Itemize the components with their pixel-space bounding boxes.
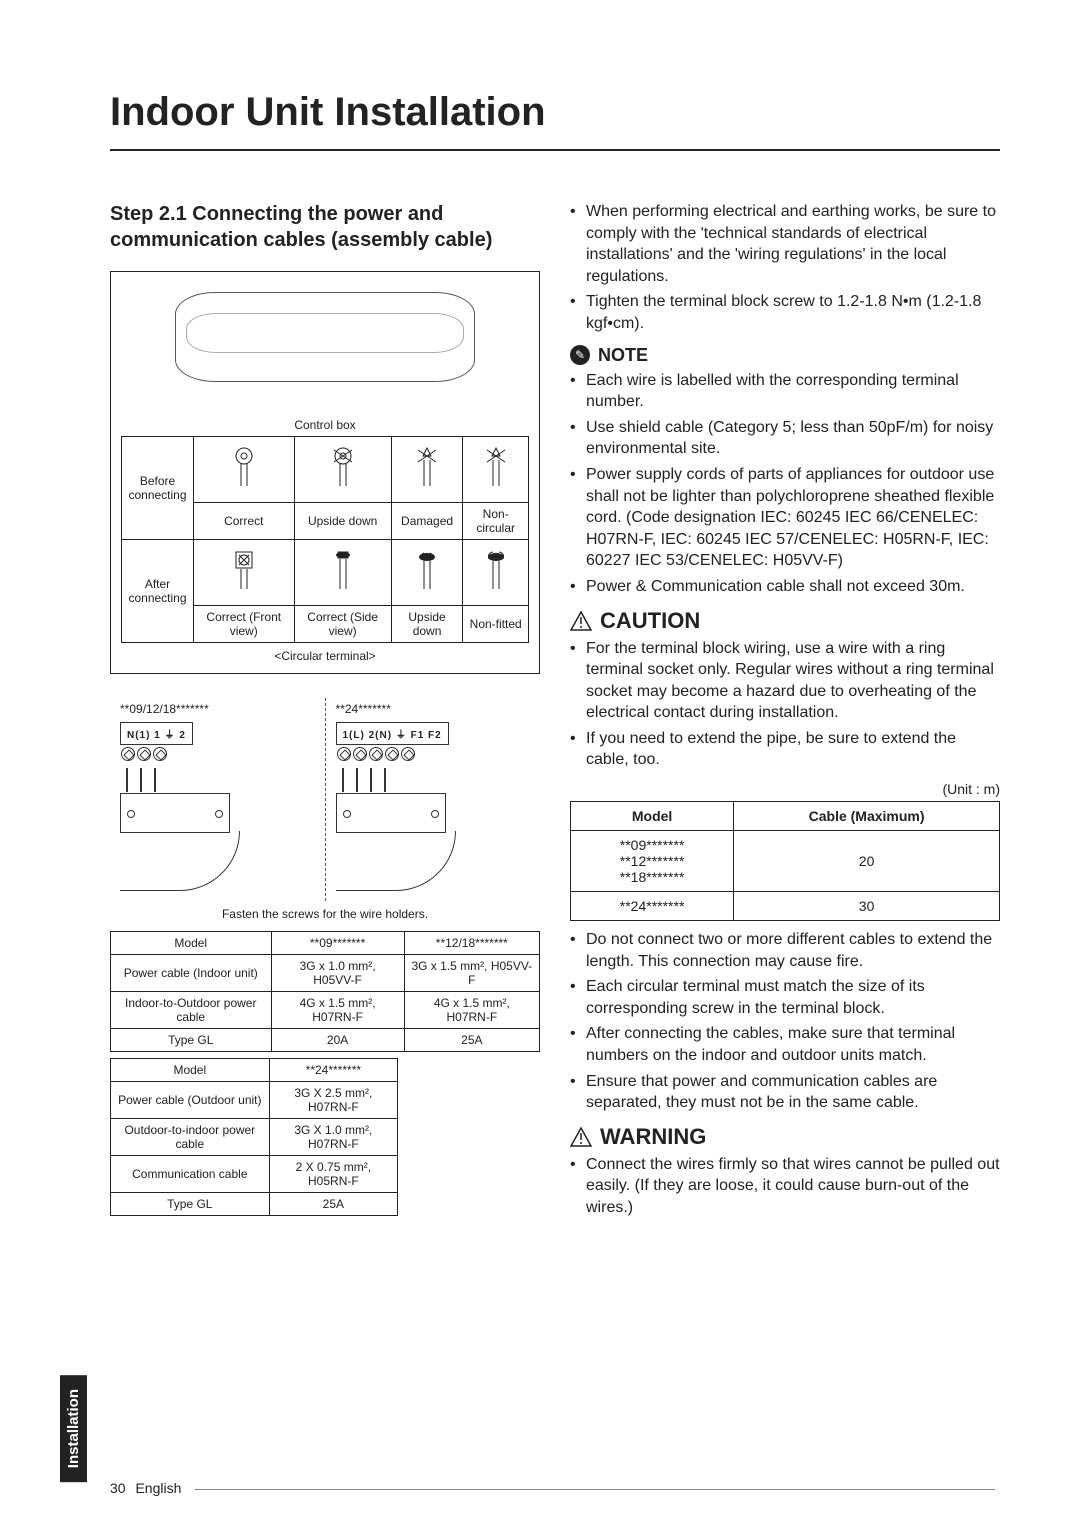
spec-cell: Power cable (Indoor unit) — [111, 955, 272, 992]
bullet-item: After connecting the cables, make sure t… — [570, 1023, 1000, 1066]
table-header: Model — [571, 802, 734, 831]
bullet-item: Power & Communication cable shall not ex… — [570, 576, 1000, 598]
terminal-icon — [391, 437, 463, 503]
bullet-item: For the terminal block wiring, use a wir… — [570, 638, 1000, 724]
spec-cell: Outdoor-to-indoor power cable — [111, 1119, 270, 1156]
wiring-diagram-zone: **09/12/18******* N(1) 1 ⏚ 2 **24*******… — [110, 698, 540, 921]
page-number: 30 — [110, 1480, 126, 1496]
spec-cell: 4G x 1.5 mm², H07RN-F — [404, 992, 539, 1029]
unit-label: (Unit : m) — [570, 781, 1000, 797]
page-title: Indoor Unit Installation — [110, 90, 1000, 151]
table-cell: 20 — [734, 831, 1000, 892]
wiring-panel-left: **09/12/18******* N(1) 1 ⏚ 2 — [110, 698, 325, 901]
note-heading: ✎ NOTE — [570, 345, 1000, 366]
spec-cell: 3G x 1.5 mm², H05VV-F — [404, 955, 539, 992]
note-icon: ✎ — [570, 345, 590, 365]
bullet-item: Do not connect two or more different cab… — [570, 929, 1000, 972]
step-heading: Step 2.1 Connecting the power and commun… — [110, 201, 540, 253]
spec-header: **12/18******* — [404, 932, 539, 955]
table-cell: **09******* **12******* **18******* — [571, 831, 734, 892]
row-header-before: Before connecting — [122, 437, 194, 540]
wiring-model-label: **24******* — [336, 702, 531, 716]
spec-cell: Type GL — [111, 1193, 270, 1216]
terminal-cell-label: Upside down — [391, 606, 463, 643]
circular-terminal-table: Before connecting Correct Upside down Da… — [121, 436, 529, 643]
fasten-note: Fasten the screws for the wire holders. — [110, 907, 540, 921]
warning-label: WARNING — [600, 1124, 706, 1150]
table-cell: 30 — [734, 892, 1000, 921]
row-header-after: After connecting — [122, 540, 194, 643]
right-column: When performing electrical and earthing … — [570, 201, 1000, 1229]
note-bullets: Each wire is labelled with the correspon… — [570, 370, 1000, 598]
page-language: English — [135, 1480, 181, 1496]
terminal-block-label: N(1) 1 ⏚ 2 — [120, 722, 193, 745]
wiring-model-label: **09/12/18******* — [120, 702, 315, 716]
terminal-cell-label: Correct (Side view) — [294, 606, 391, 643]
terminal-icon — [391, 540, 463, 606]
warning-heading: WARNING — [570, 1124, 1000, 1150]
spec-cell: Communication cable — [111, 1156, 270, 1193]
terminal-icon — [294, 437, 391, 503]
spec-cell: 3G X 2.5 mm², H07RN-F — [269, 1082, 397, 1119]
bullet-item: Each wire is labelled with the correspon… — [570, 370, 1000, 413]
terminal-cell-label: Non-circular — [463, 503, 529, 540]
bullet-item: Use shield cable (Category 5; less than … — [570, 417, 1000, 460]
terminal-caption: <Circular terminal> — [121, 649, 529, 663]
wiring-panel-right: **24******* 1(L) 2(N) ⏚ F1 F2 — [325, 698, 541, 901]
left-column: Step 2.1 Connecting the power and commun… — [110, 201, 540, 1229]
bullet-item: Power supply cords of parts of appliance… — [570, 464, 1000, 572]
spec-header: **24******* — [269, 1059, 397, 1082]
warning-icon — [570, 1127, 592, 1147]
spec-cell: Indoor-to-Outdoor power cable — [111, 992, 272, 1029]
spec-cell: 4G x 1.5 mm², H07RN-F — [271, 992, 404, 1029]
caution-bullets: For the terminal block wiring, use a wir… — [570, 638, 1000, 772]
indoor-unit-illustration — [121, 292, 529, 412]
bullet-item: When performing electrical and earthing … — [570, 201, 1000, 287]
terminal-diagram-box: Control box Before connecting Correct Up… — [110, 271, 540, 674]
spec-header: Model — [111, 1059, 270, 1082]
warning-bullets: Connect the wires firmly so that wires c… — [570, 1154, 1000, 1219]
table-header: Cable (Maximum) — [734, 802, 1000, 831]
terminal-icon — [294, 540, 391, 606]
spec-cell: 3G X 1.0 mm², H07RN-F — [269, 1119, 397, 1156]
spec-cell: Power cable (Outdoor unit) — [111, 1082, 270, 1119]
spec-header: Model — [111, 932, 272, 955]
spec-cell: 25A — [404, 1029, 539, 1052]
bullet-item: If you need to extend the pipe, be sure … — [570, 728, 1000, 771]
bullet-item: Connect the wires firmly so that wires c… — [570, 1154, 1000, 1219]
terminal-cell-label: Upside down — [294, 503, 391, 540]
terminal-cell-label: Correct — [194, 503, 295, 540]
intro-bullets: When performing electrical and earthing … — [570, 201, 1000, 335]
note-label: NOTE — [598, 345, 648, 366]
table-cell: **24******* — [571, 892, 734, 921]
spec-cell: Type GL — [111, 1029, 272, 1052]
max-cable-table: Model Cable (Maximum) **09******* **12**… — [570, 801, 1000, 921]
spec-header: **09******* — [271, 932, 404, 955]
spec-cell: 2 X 0.75 mm², H05RN-F — [269, 1156, 397, 1193]
terminal-block-label: 1(L) 2(N) ⏚ F1 F2 — [336, 722, 449, 745]
page-footer: 30 English — [110, 1480, 995, 1496]
bullet-item: Tighten the terminal block screw to 1.2-… — [570, 291, 1000, 334]
bullet-item: Each circular terminal must match the si… — [570, 976, 1000, 1019]
terminal-icon — [463, 437, 529, 503]
spec-table-2: Model **24******* Power cable (Outdoor u… — [110, 1058, 398, 1216]
section-tab: Installation — [60, 1375, 87, 1482]
caution-icon — [570, 611, 592, 631]
terminal-cell-label: Damaged — [391, 503, 463, 540]
terminal-cell-label: Non-fitted — [463, 606, 529, 643]
caution-label: CAUTION — [600, 608, 700, 634]
terminal-icon — [463, 540, 529, 606]
caution-heading: CAUTION — [570, 608, 1000, 634]
terminal-icon — [194, 437, 295, 503]
spec-cell: 20A — [271, 1029, 404, 1052]
two-column-layout: Step 2.1 Connecting the power and commun… — [110, 201, 1000, 1229]
terminal-cell-label: Correct (Front view) — [194, 606, 295, 643]
post-table-bullets: Do not connect two or more different cab… — [570, 929, 1000, 1114]
spec-table-1: Model **09******* **12/18******* Power c… — [110, 931, 540, 1052]
bullet-item: Ensure that power and communication cabl… — [570, 1071, 1000, 1114]
control-box-label: Control box — [121, 418, 529, 432]
spec-cell: 3G x 1.0 mm², H05VV-F — [271, 955, 404, 992]
spec-cell: 25A — [269, 1193, 397, 1216]
terminal-icon — [194, 540, 295, 606]
